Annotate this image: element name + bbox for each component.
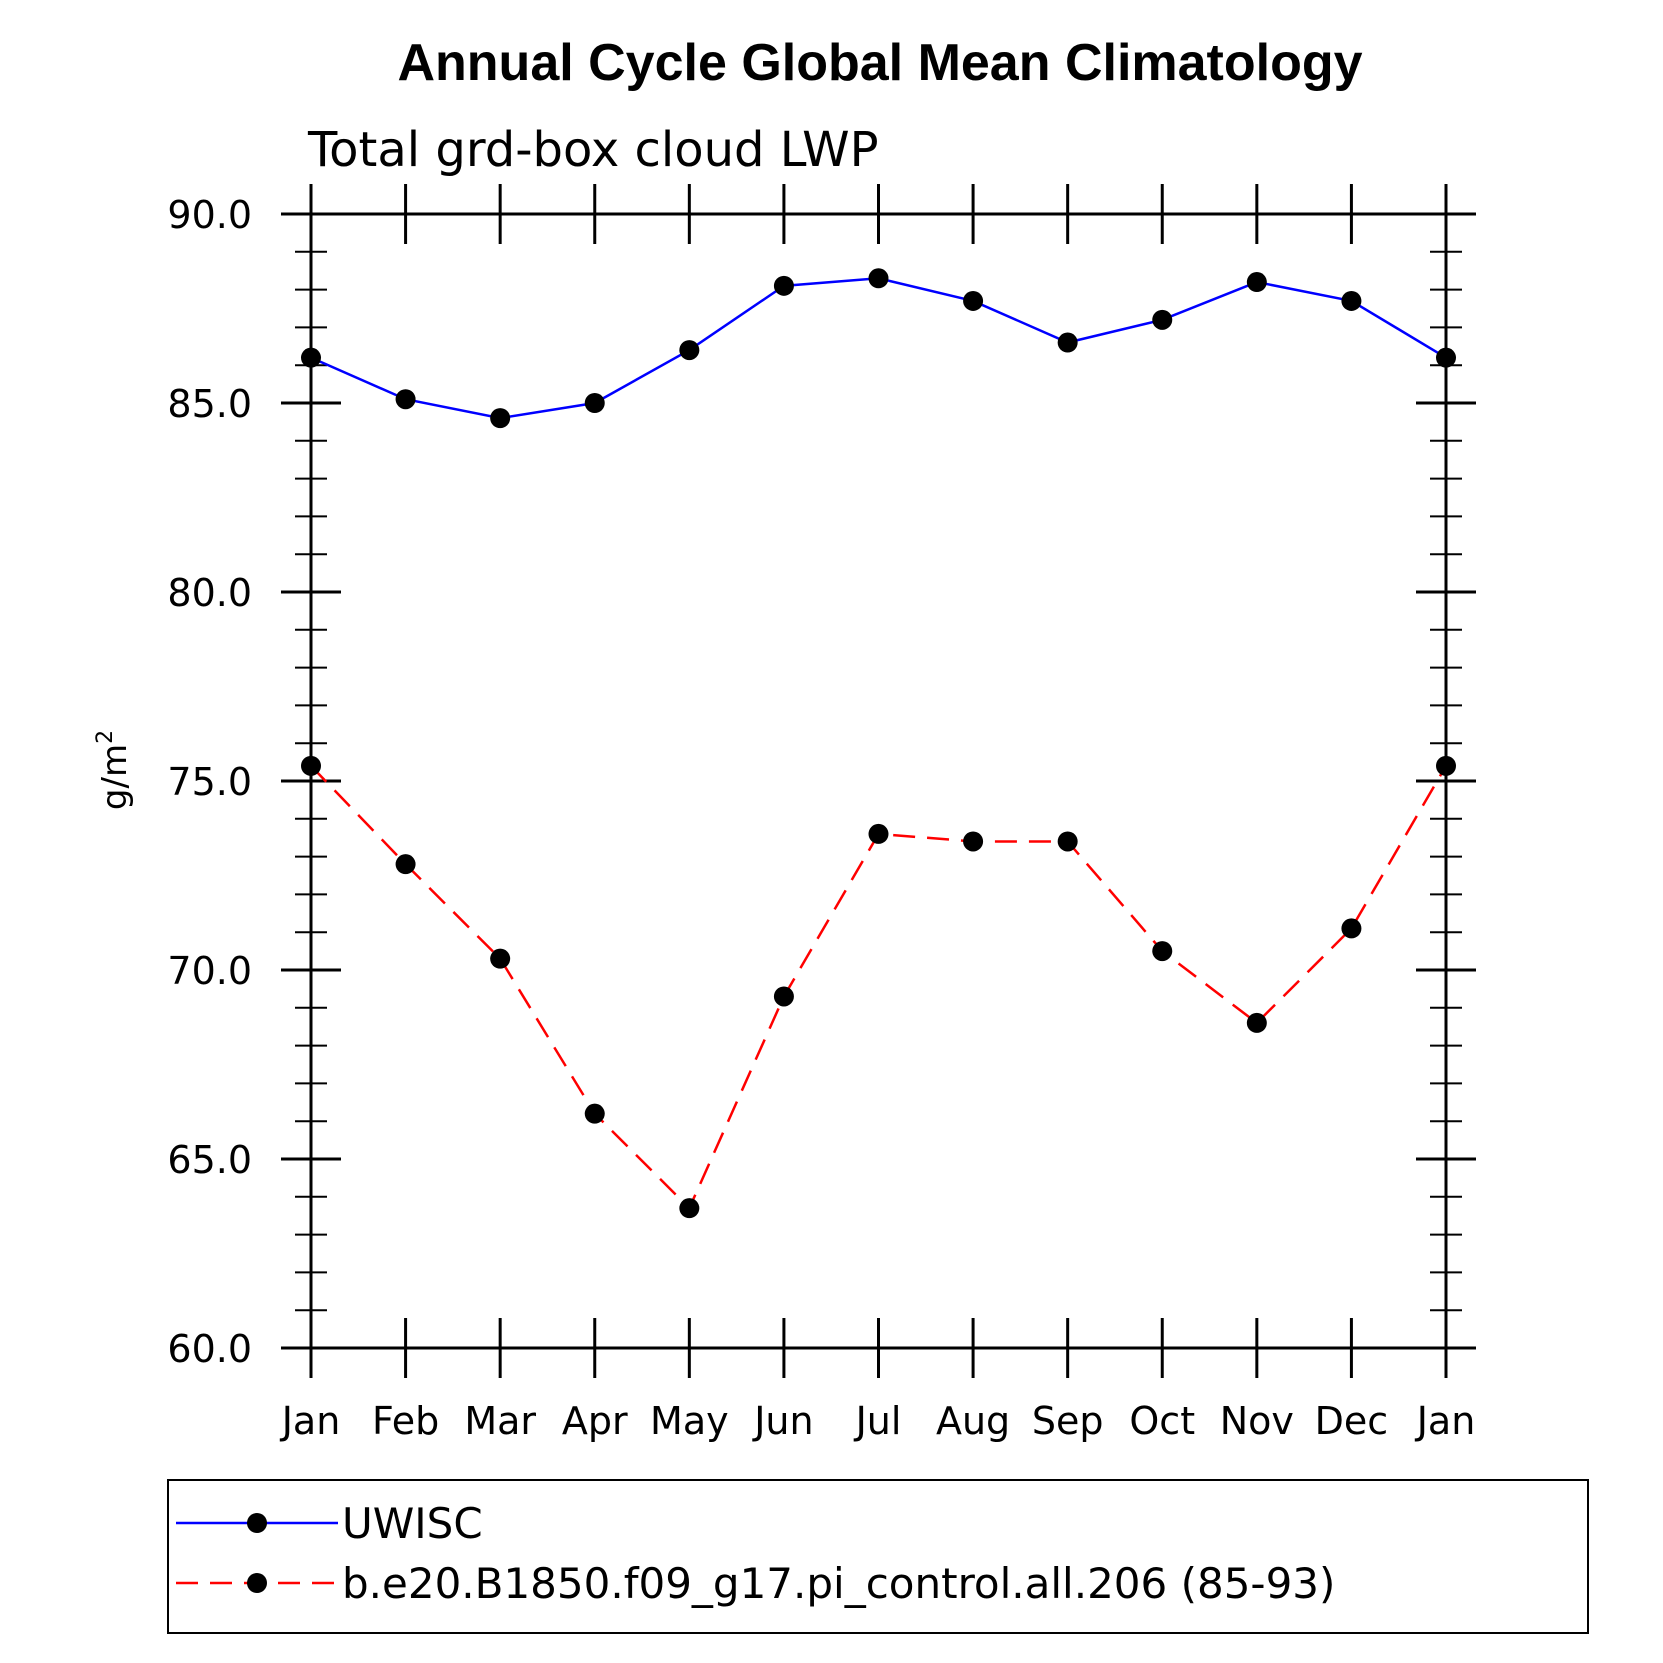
- data-point: [395, 854, 416, 875]
- y-tick-label: 85.0: [167, 382, 252, 426]
- x-tick-label: Sep: [1032, 1399, 1104, 1443]
- x-tick-label: Oct: [1129, 1399, 1195, 1443]
- y-tick-labels: 60.0 65.0 70.0 75.0 80.0 85.0 90.0: [167, 193, 252, 1371]
- y-axis-label-text: g/m: [95, 744, 135, 810]
- data-point: [1341, 918, 1362, 939]
- data-point: [490, 948, 511, 969]
- x-tick-label: Mar: [464, 1399, 536, 1443]
- y-tick-label: 70.0: [167, 949, 252, 993]
- legend: UWISC b.e20.B1850.f09_g17.pi_control.all.…: [167, 1479, 1589, 1634]
- chart-title: Annual Cycle Global Mean Climatology: [397, 34, 1362, 92]
- axis-ticks: [281, 184, 1476, 1378]
- data-point: [490, 408, 511, 429]
- data-point: [1057, 332, 1078, 353]
- data-point: [963, 290, 984, 311]
- x-tick-label: Dec: [1315, 1399, 1389, 1443]
- x-tick-label: Jun: [752, 1399, 813, 1443]
- data-point: [773, 986, 794, 1007]
- data-point: [963, 831, 984, 852]
- data-point: [395, 389, 416, 410]
- series-line: [310, 276, 1447, 420]
- y-tick-label: 60.0: [167, 1327, 252, 1371]
- legend-marker: [247, 1513, 267, 1533]
- y-tick-label: 80.0: [167, 571, 252, 615]
- data-point: [1436, 755, 1456, 776]
- legend-label: b.e20.B1850.f09_g17.pi_control.all.206 (…: [342, 1559, 1335, 1608]
- legend-label: UWISC: [342, 1499, 483, 1548]
- x-tick-label: Feb: [372, 1399, 439, 1443]
- data-point: [1057, 831, 1078, 852]
- legend-item: UWISC: [176, 1499, 483, 1548]
- data-point: [1152, 941, 1173, 962]
- data-point: [1436, 347, 1456, 368]
- data-point: [868, 268, 889, 289]
- data-point: [1246, 1012, 1267, 1033]
- legend-frame: [167, 1479, 1589, 1634]
- svg-text:g/m2: g/m2: [93, 730, 135, 810]
- data-point: [868, 823, 889, 844]
- data-point: [679, 340, 700, 361]
- legend-marker: [247, 1573, 267, 1593]
- data-point: [1341, 290, 1362, 311]
- x-tick-label: Jan: [1415, 1399, 1476, 1443]
- x-tick-label: Apr: [562, 1399, 628, 1443]
- legend-items: UWISC b.e20.B1850.f09_g17.pi_control.all.…: [176, 1499, 1335, 1608]
- chart-subtitle: Total grd-box cloud LWP: [307, 122, 879, 178]
- data-point: [301, 755, 321, 776]
- y-axis-label: g/m2: [93, 730, 135, 810]
- x-tick-label: May: [650, 1399, 729, 1443]
- data-point: [1246, 272, 1267, 293]
- data-point: [773, 275, 794, 296]
- series-2: [301, 755, 1456, 1219]
- data-point: [679, 1198, 700, 1219]
- legend-item: b.e20.B1850.f09_g17.pi_control.all.206 (…: [176, 1559, 1335, 1608]
- x-tick-label: Aug: [936, 1399, 1010, 1443]
- data-point: [584, 393, 605, 413]
- y-tick-label: 90.0: [167, 193, 252, 237]
- x-tick-label: Nov: [1220, 1399, 1294, 1443]
- x-tick-label: Jan: [280, 1399, 341, 1443]
- data-point: [301, 347, 321, 368]
- data-point: [1152, 309, 1173, 330]
- data-point: [584, 1103, 605, 1124]
- x-tick-label: Jul: [854, 1399, 902, 1443]
- series-1: [301, 268, 1456, 429]
- plot-frame: [309, 212, 1448, 1350]
- x-tick-labels: Jan Feb Mar Apr May Jun Jul Aug Sep Oct Nov Dec Jan: [280, 1399, 1476, 1443]
- y-tick-label: 65.0: [167, 1138, 252, 1182]
- series-layer: [301, 268, 1456, 1219]
- y-axis-label-superscript: 2: [93, 730, 118, 744]
- y-tick-label: 75.0: [167, 760, 252, 804]
